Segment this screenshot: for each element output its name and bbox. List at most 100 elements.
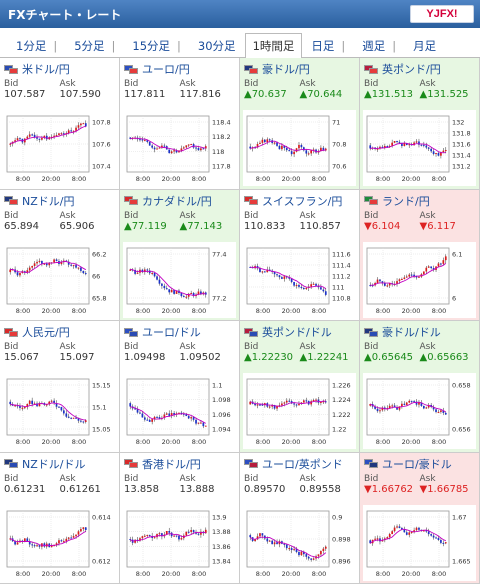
pair-panel[interactable]: 香港ドル/円 Bid Ask 13.858 13.888 13.9 13.88 13.86 13…: [120, 453, 240, 584]
candle: [65, 413, 67, 416]
candle: [305, 150, 307, 153]
candle: [19, 138, 21, 139]
pair-name[interactable]: カナダドル/円: [124, 194, 235, 208]
brand-logo[interactable]: YJFX!: [410, 5, 474, 23]
y-tick-label: 117.8: [212, 163, 231, 171]
mini-candlestick-chart[interactable]: 71 70.8 70.6 8:00 20:00 8:00: [243, 110, 356, 186]
pair-name[interactable]: ランド/円: [364, 194, 475, 208]
mini-candlestick-chart[interactable]: 0.658 0.656 8:00 20:00 8:00: [363, 373, 476, 449]
tab-timeframe[interactable]: 5分足 |: [66, 33, 123, 57]
pair-panel[interactable]: 豪ドル/円 Bid Ask ▲70.637 ▲70.644 71 70.8 70.6 8:00 2…: [240, 58, 360, 190]
pair-name[interactable]: 豪ドル/ドル: [364, 325, 475, 339]
candle: [82, 527, 84, 529]
candle: [29, 267, 31, 270]
currency-flags-icon: [124, 65, 138, 74]
y-tick-label: 13.86: [212, 542, 231, 550]
tab-timeframe[interactable]: 日足 |: [303, 33, 353, 57]
y-tick-label: 13.84: [212, 557, 231, 565]
bid-ask-labels: Bid Ask: [244, 342, 355, 352]
y-tick-label: 0.656: [452, 426, 471, 434]
tab-separator: |: [341, 39, 345, 53]
mini-candlestick-chart[interactable]: 107.8 107.6 107.4 8:00 20:00 8:00: [3, 110, 116, 186]
candle: [17, 138, 19, 140]
mini-candlestick-chart[interactable]: 0.614 0.612 8:00 20:00 8:00: [3, 505, 116, 581]
x-tick-label: 8:00: [432, 307, 447, 315]
mini-candlestick-chart[interactable]: 13.9 13.88 13.86 13.84 8:00 20:00 8:00: [123, 505, 236, 581]
pair-name[interactable]: 豪ドル/円: [244, 62, 355, 76]
mini-candlestick-chart[interactable]: 77.4 77.2 8:00 20:00 8:00: [123, 242, 236, 318]
candle: [416, 141, 418, 142]
candle: [190, 530, 192, 532]
pair-panel[interactable]: カナダドル/円 Bid Ask ▲77.119 ▲77.143 77.4 77.2 8:00 2…: [120, 190, 240, 322]
candle: [281, 146, 283, 149]
mini-candlestick-chart[interactable]: 66.2 66 65.8 8:00 20:00 8:00: [3, 242, 116, 318]
candle: [271, 540, 273, 544]
pair-name[interactable]: ユーロ/英ポンド: [244, 457, 355, 471]
pair-panel[interactable]: ユーロ/ドル Bid Ask 1.09498 1.09502 1.1 1.098 1.096 1…: [120, 321, 240, 453]
pair-name[interactable]: ユーロ/円: [124, 62, 235, 76]
pair-name[interactable]: 英ポンド/ドル: [244, 325, 355, 339]
pair-panel[interactable]: 豪ドル/ドル Bid Ask ▲0.65645 ▲0.65663 0.658 0.656 8:…: [360, 321, 480, 453]
pair-name[interactable]: ユーロ/豪ドル: [364, 457, 475, 471]
pair-panel[interactable]: ランド/円 Bid Ask ▼6.104 ▼6.117 6.1 6 8:00 20:00 8:00: [360, 190, 480, 322]
tab-timeframe[interactable]: 15分足 |: [124, 33, 189, 57]
candle: [80, 267, 82, 270]
mini-candlestick-chart[interactable]: 1.67 1.665 8:00 20:00 8:00: [363, 505, 476, 581]
tab-timeframe[interactable]: 1分足 |: [8, 33, 65, 57]
y-tick-label: 111.4: [332, 261, 351, 269]
pair-panel[interactable]: 英ポンド/円 Bid Ask ▲131.513 ▲131.525 132 131.8 131.…: [360, 58, 480, 190]
pair-name[interactable]: 米ドル/円: [4, 62, 115, 76]
bid-label: Bid: [244, 79, 300, 89]
ask-value: 15.097: [60, 352, 116, 364]
mini-candlestick-chart[interactable]: 15.15 15.1 15.05 8:00 20:00 8:00: [3, 373, 116, 449]
tab-timeframe[interactable]: 週足 |: [354, 33, 404, 57]
candle: [154, 537, 156, 538]
candle: [259, 405, 261, 406]
tab-label: 日足: [311, 38, 334, 54]
mini-candlestick-chart[interactable]: 1.226 1.224 1.222 1.22 8:00 20:00 8:00: [243, 373, 356, 449]
candle: [142, 536, 144, 538]
mini-candlestick-chart[interactable]: 111.6 111.4 111.2 111 110.8 8:00 20:00 8:00: [243, 242, 356, 318]
pair-panel[interactable]: 米ドル/円 Bid Ask 107.587 107.590 107.8 107.6 107.4…: [0, 58, 120, 190]
candle: [310, 150, 312, 153]
candle: [75, 128, 77, 131]
candle: [85, 420, 87, 422]
candle: [159, 148, 161, 149]
pair-name[interactable]: ユーロ/ドル: [124, 325, 235, 339]
y-tick-label: 1.098: [212, 396, 231, 404]
pair-panel[interactable]: ユーロ/円 Bid Ask 117.811 117.816 118.4 118.2 118 11…: [120, 58, 240, 190]
pair-name[interactable]: スイスフラン/円: [244, 194, 355, 208]
candle: [403, 143, 405, 146]
tab-timeframe[interactable]: 月足: [405, 33, 444, 57]
pair-panel[interactable]: 人民元/円 Bid Ask 15.067 15.097 15.15 15.1 15.05 8:0…: [0, 321, 120, 453]
mini-candlestick-chart[interactable]: 132 131.8 131.6 131.4 131.2 8:00 20:00 8:00: [363, 110, 476, 186]
candle: [411, 532, 413, 533]
mini-candlestick-chart[interactable]: 0.9 0.898 0.896 8:00 20:00 8:00: [243, 505, 356, 581]
bid-ask-values: 117.811 117.816: [124, 89, 235, 101]
y-tick-label: 70.6: [332, 163, 346, 171]
bid-value: 13.858: [124, 484, 180, 496]
mini-candlestick-chart[interactable]: 6.1 6 8:00 20:00 8:00: [363, 242, 476, 318]
pair-panel[interactable]: ユーロ/豪ドル Bid Ask ▼1.66762 ▼1.66785 1.67 1.665 8:…: [360, 453, 480, 584]
candle: [425, 267, 427, 271]
mini-candlestick-chart[interactable]: 1.1 1.098 1.096 1.094 8:00 20:00 8:00: [123, 373, 236, 449]
candle: [288, 150, 290, 151]
pair-name[interactable]: 英ポンド/円: [364, 62, 475, 76]
pair-panel[interactable]: 英ポンド/ドル Bid Ask ▲1.22230 ▲1.22241 1.226 1.224 1…: [240, 321, 360, 453]
pair-name[interactable]: 香港ドル/円: [124, 457, 235, 471]
candle: [377, 279, 379, 282]
pair-panel[interactable]: ユーロ/英ポンド Bid Ask 0.89570 0.89558 0.9 0.898 0.89…: [240, 453, 360, 584]
pair-panel[interactable]: NZドル/円 Bid Ask 65.894 65.906 66.2 66 65.8 8:00 20…: [0, 190, 120, 322]
bid-label: Bid: [124, 211, 180, 221]
pair-name[interactable]: NZドル/円: [4, 194, 115, 208]
tab-timeframe[interactable]: 30分足: [190, 33, 244, 57]
mini-candlestick-chart[interactable]: 118.4 118.2 118 117.8 8:00 20:00 8:00: [123, 110, 236, 186]
y-tick-label: 0.898: [332, 535, 351, 543]
candle: [305, 400, 307, 401]
pair-name[interactable]: NZドル/ドル: [4, 457, 115, 471]
candle: [168, 289, 170, 292]
tab-timeframe[interactable]: 1時間足: [245, 33, 303, 58]
pair-panel[interactable]: NZドル/ドル Bid Ask 0.61231 0.61261 0.614 0.612 8:0…: [0, 453, 120, 584]
pair-name[interactable]: 人民元/円: [4, 325, 115, 339]
pair-panel[interactable]: スイスフラン/円 Bid Ask 110.833 110.857 111.6 111.4 11…: [240, 190, 360, 322]
